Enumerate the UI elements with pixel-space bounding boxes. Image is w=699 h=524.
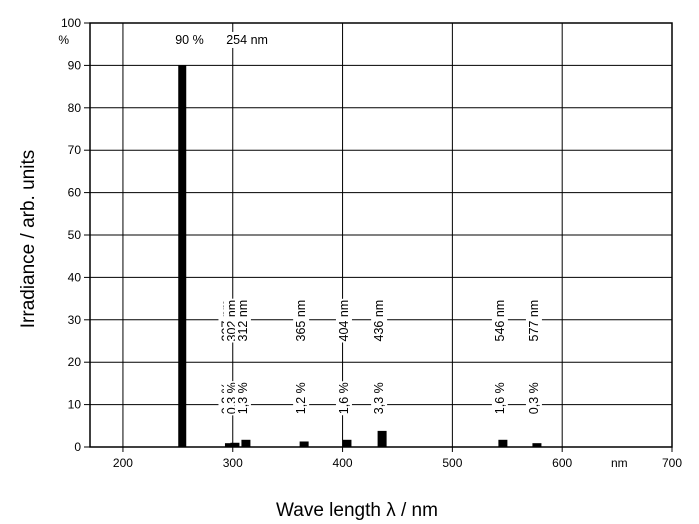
x-unit-label: nm	[611, 456, 628, 470]
y-tick-label: 40	[68, 270, 82, 284]
y-tick-label: 60	[68, 186, 82, 200]
peak-percent-label: 1,6 %	[337, 382, 351, 414]
bar-577nm	[532, 443, 542, 447]
y-tick-label: 90	[68, 58, 82, 72]
label-background	[491, 298, 508, 343]
y-tick-label: 0	[74, 440, 81, 454]
label-background	[225, 31, 269, 48]
peak-wavelength-label: 254 nm	[226, 33, 268, 47]
peak-percent-label: 1,3 %	[236, 382, 250, 414]
label-background	[174, 31, 205, 48]
bar-series	[178, 65, 542, 448]
bar-254nm	[178, 65, 187, 448]
label-background	[293, 298, 310, 343]
label-background	[371, 298, 388, 343]
y-tick-label: 30	[68, 313, 82, 327]
y-tick-label: 70	[68, 143, 82, 157]
axes: 0 10 20 30 40 50 60 70 80 90 100% 200 300 400 500 600 70…	[58, 16, 682, 470]
bar-297nm	[224, 443, 234, 447]
annotations: 90 %254 nm297 nm0,2 %302 nm0,3 %312 nm1,…	[174, 31, 542, 416]
peak-percent-label: 90 %	[175, 33, 204, 47]
grid-lines	[90, 23, 672, 447]
bar-436nm	[377, 430, 387, 447]
label-background	[335, 381, 352, 416]
x-tick-label: 300	[223, 456, 243, 470]
label-background	[234, 381, 251, 416]
x-tick-label: 200	[113, 456, 133, 470]
peak-percent-label: 3,3 %	[372, 382, 386, 414]
peak-wavelength-label: 365 nm	[294, 300, 308, 342]
label-background	[371, 381, 388, 416]
y-tick-label: 80	[68, 101, 82, 115]
y-tick-label: 10	[68, 398, 82, 412]
x-tick-label: 700	[662, 456, 682, 470]
plot-frame	[89, 22, 673, 448]
label-background	[525, 381, 542, 416]
peak-wavelength-label: 577 nm	[527, 300, 541, 342]
y-unit-label: %	[58, 33, 69, 47]
bar-404nm	[342, 439, 352, 447]
peak-percent-label: 1,6 %	[493, 382, 507, 414]
bar-312nm	[241, 439, 251, 447]
label-background	[234, 298, 251, 343]
label-background	[335, 298, 352, 343]
x-axis-label: Wave length λ / nm	[276, 500, 438, 521]
x-tick-label: 400	[333, 456, 353, 470]
peak-percent-label: 1,2 %	[294, 382, 308, 414]
y-tick-label: 50	[68, 228, 82, 242]
y-axis-label: Irradiance / arb. units	[18, 150, 39, 328]
peak-wavelength-label: 312 nm	[236, 300, 250, 342]
x-tick-label: 600	[552, 456, 572, 470]
bar-302nm	[230, 442, 240, 447]
bar-546nm	[498, 439, 508, 447]
peak-wavelength-label: 436 nm	[372, 300, 386, 342]
peak-wavelength-label: 404 nm	[337, 300, 351, 342]
y-tick-label: 20	[68, 355, 82, 369]
bar-365nm	[299, 441, 309, 447]
label-background	[525, 298, 542, 343]
x-tick-label: 500	[442, 456, 462, 470]
label-background	[293, 381, 310, 416]
y-tick-label: 100	[61, 16, 81, 30]
peak-wavelength-label: 546 nm	[493, 300, 507, 342]
peak-percent-label: 0,3 %	[527, 382, 541, 414]
label-background	[491, 381, 508, 416]
